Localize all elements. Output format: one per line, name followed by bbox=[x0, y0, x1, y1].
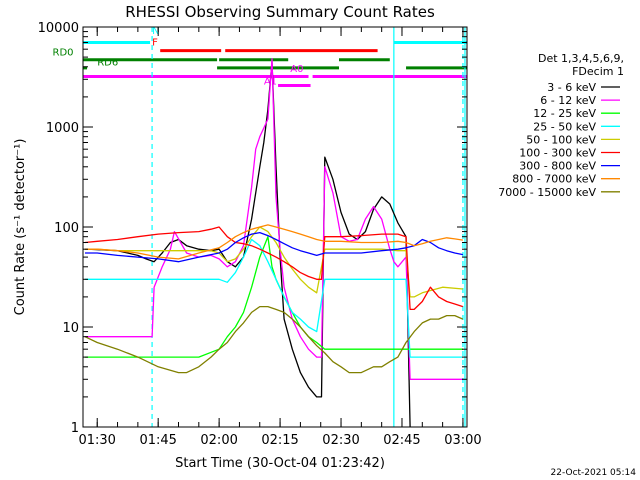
annotation-label: A0 bbox=[290, 64, 303, 75]
legend-entry-label: 3 - 6 keV bbox=[547, 81, 596, 94]
legend-entry-label: 50 - 100 keV bbox=[526, 133, 596, 146]
legend-entry-label: 12 - 25 keV bbox=[533, 107, 596, 120]
x-axis-ticks: 01:30 01:45 02:00 02:15 02:30 02:45 03:00 bbox=[78, 27, 482, 448]
x-tick-label: 02:15 bbox=[261, 433, 298, 448]
series-line-5 bbox=[84, 226, 464, 311]
x-tick-label: 01:30 bbox=[78, 433, 115, 448]
y-tick-label: 10 bbox=[62, 321, 79, 336]
legend-entry-label: 6 - 12 keV bbox=[540, 94, 596, 107]
y-tick-label: 1000 bbox=[46, 121, 79, 136]
series-lines bbox=[84, 58, 464, 428]
y-tick-label: 10000 bbox=[38, 21, 79, 36]
y-axis-ticks: 1 10 100 1000 10000 bbox=[38, 21, 467, 436]
annotation-label: F bbox=[152, 38, 158, 49]
series-line-8 bbox=[84, 305, 464, 374]
series-line-4 bbox=[85, 226, 463, 298]
legend-entry-label: 800 - 7000 keV bbox=[512, 173, 596, 186]
annotation-label: N bbox=[152, 26, 159, 37]
legend-entry-label: 25 - 50 keV bbox=[533, 120, 596, 133]
legend-entry-label: 300 - 800 keV bbox=[519, 160, 596, 173]
footer-timestamp: 22-Oct-2021 05:14 bbox=[551, 468, 637, 478]
y-tick-label: 100 bbox=[54, 221, 79, 236]
x-axis-label: Start Time (30-Oct-04 01:23:42) bbox=[175, 456, 385, 471]
legend-entry-label: 7000 - 15000 keV bbox=[498, 186, 596, 199]
series-line-6 bbox=[85, 231, 464, 263]
legend-title: Det 1,3,4,5,6,9, bbox=[538, 52, 624, 65]
series-line-1 bbox=[85, 58, 463, 380]
x-tick-label: 02:30 bbox=[322, 433, 359, 448]
annotation-label: RD6 bbox=[97, 58, 118, 69]
x-tick-label: 01:45 bbox=[139, 433, 176, 448]
annotation-label: RD0 bbox=[53, 47, 74, 58]
vertical-markers bbox=[151, 27, 466, 427]
x-tick-label: 03:00 bbox=[444, 433, 481, 448]
x-tick-label: 02:45 bbox=[383, 433, 420, 448]
legend-entry-label: 100 - 300 keV bbox=[519, 147, 596, 160]
legend-title: FDecim 1 bbox=[572, 65, 624, 78]
chart-title: RHESSI Observing Summary Count Rates bbox=[125, 3, 435, 21]
series-line-7 bbox=[85, 224, 463, 260]
y-tick-label: 1 bbox=[71, 421, 79, 436]
x-tick-label: 02:00 bbox=[200, 433, 237, 448]
y-axis-label: Count Rate (s⁻¹ detector⁻¹) bbox=[13, 139, 28, 316]
series-line-3 bbox=[85, 238, 463, 358]
